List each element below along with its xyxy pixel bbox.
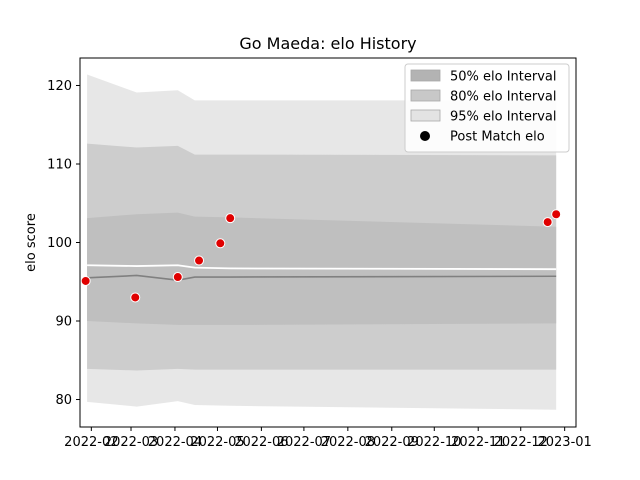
post-match-point bbox=[225, 213, 236, 224]
post-match-point bbox=[130, 292, 141, 303]
y-axis-label: elo score bbox=[24, 213, 39, 272]
y-tick-label: 100 bbox=[47, 236, 72, 251]
post-match-point bbox=[194, 255, 205, 266]
x-tick-label: 2022-12 bbox=[494, 435, 548, 450]
elo-lines bbox=[87, 264, 557, 281]
post-match-point bbox=[172, 272, 183, 283]
x-tick-label: 2022-05 bbox=[190, 435, 244, 450]
legend-marker bbox=[420, 131, 430, 141]
mean-elo-line bbox=[87, 264, 557, 271]
y-tick-label: 80 bbox=[55, 393, 72, 408]
x-tick-label: 2022-04 bbox=[148, 435, 202, 450]
chart-title: Go Maeda: elo History bbox=[239, 34, 416, 53]
legend-label: Post Match elo bbox=[450, 130, 545, 145]
post-match-point bbox=[551, 209, 562, 220]
legend-swatch bbox=[410, 109, 441, 122]
y-tick-label: 120 bbox=[47, 79, 72, 94]
x-axis-ticks: 2022-022022-032022-042022-052022-062022-… bbox=[64, 427, 592, 450]
legend-swatch bbox=[410, 69, 441, 82]
post-match-point bbox=[542, 217, 553, 228]
post-match-point bbox=[215, 238, 226, 249]
x-tick-label: 2023-01 bbox=[537, 435, 591, 450]
x-tick-label: 2022-09 bbox=[365, 435, 419, 450]
interval-bands bbox=[87, 74, 557, 410]
legend-box bbox=[404, 63, 570, 153]
legend: 50% elo Interval 80% elo Interval 95% elo … bbox=[404, 63, 570, 153]
y-tick-label: 90 bbox=[55, 315, 72, 330]
x-tick-label: 2022-08 bbox=[321, 435, 375, 450]
x-tick-label: 2022-02 bbox=[64, 435, 118, 450]
post-match-point bbox=[80, 275, 91, 286]
y-tick-label: 110 bbox=[47, 157, 72, 172]
legend-label: 50% elo Interval bbox=[450, 70, 557, 85]
median-elo-line bbox=[87, 274, 557, 281]
x-tick-label: 2022-03 bbox=[104, 435, 158, 450]
x-tick-label: 2022-10 bbox=[407, 435, 461, 450]
legend-label: 80% elo Interval bbox=[450, 90, 557, 105]
legend-label: 95% elo Interval bbox=[450, 110, 557, 125]
post-match-points bbox=[80, 209, 562, 303]
y-axis-ticks: 80 90 100 110 120 bbox=[47, 79, 80, 408]
x-tick-label: 2022-06 bbox=[234, 435, 288, 450]
x-tick-label: 2022-11 bbox=[451, 435, 505, 450]
x-tick-label: 2022-07 bbox=[277, 435, 331, 450]
legend-swatch bbox=[410, 89, 441, 102]
